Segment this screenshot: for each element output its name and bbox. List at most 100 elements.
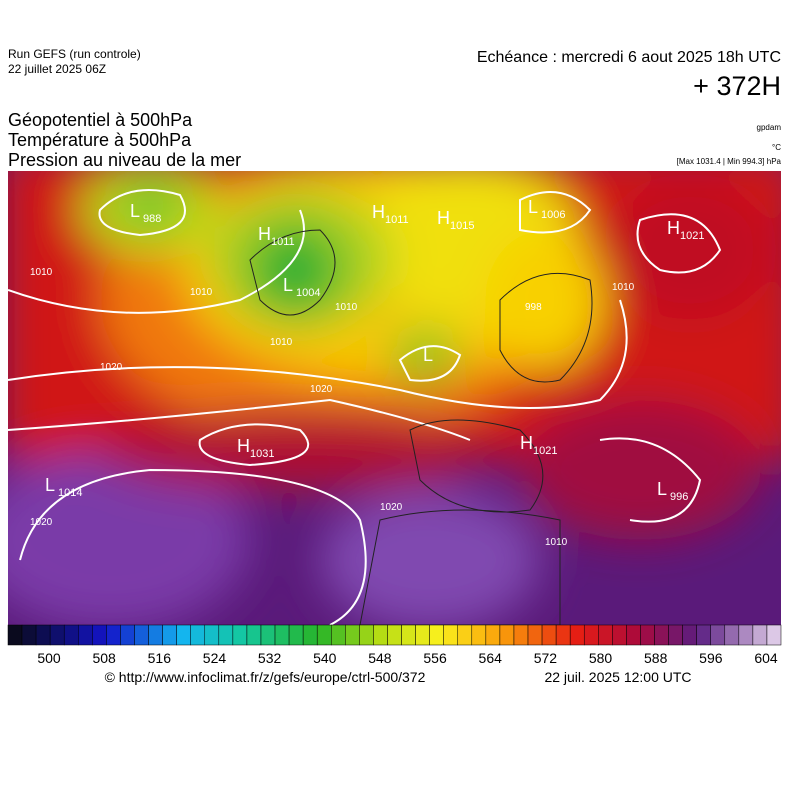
center-letter: H [667, 218, 680, 238]
colorbar-label: 532 [258, 650, 282, 666]
colorbar-label: 556 [423, 650, 447, 666]
colorbar-swatch [373, 624, 388, 646]
colorbar-swatch [63, 624, 79, 646]
colorbar-swatch [752, 624, 768, 646]
colorbar-swatch [387, 624, 402, 646]
colorbar-swatch [232, 624, 248, 646]
center-letter: L [130, 201, 140, 221]
colorbar-swatch [429, 624, 444, 646]
colorbar-swatch [246, 624, 262, 646]
colorbar-swatch [682, 624, 697, 646]
colorbar-label: 500 [37, 650, 61, 666]
colorbar-label: 548 [368, 650, 392, 666]
center-value: 1011 [271, 236, 295, 248]
isobar-label: 998 [525, 302, 542, 313]
source: © http://www.infoclimat.fr/z/gefs/europe… [105, 669, 426, 685]
colorbar-label: 604 [754, 650, 778, 666]
isobar-label: 1020 [310, 384, 333, 395]
colorbar-label: 516 [148, 650, 172, 666]
colorbar-swatch [106, 624, 121, 646]
colorbar-swatch [92, 624, 107, 646]
unit: gpdam [757, 123, 782, 132]
colorbar-label: 572 [534, 650, 558, 666]
colorbar-swatch [626, 624, 641, 646]
colorbar-swatch [457, 624, 473, 646]
center-letter: L [657, 479, 667, 499]
colorbar-swatch [612, 624, 627, 646]
center-letter: L [528, 197, 538, 217]
colorbar-swatch [527, 624, 543, 646]
colorbar-swatch [148, 624, 163, 646]
colorbar-swatch [260, 624, 276, 646]
colorbar-swatch [120, 624, 135, 646]
unit: [Max 1031.4 | Min 994.3] hPa [677, 157, 782, 166]
colorbar-swatch [555, 624, 571, 646]
colorbar-swatch [513, 624, 529, 646]
colorbar-swatch [35, 624, 51, 646]
colorbar-label: 540 [313, 650, 337, 666]
issued: 22 juil. 2025 12:00 UTC [544, 669, 691, 685]
colorbar-swatch [78, 624, 93, 646]
colorbar-label: 580 [589, 650, 613, 666]
center-letter: H [520, 433, 533, 453]
colorbar-swatch [640, 624, 655, 646]
isobar-label: 1020 [380, 502, 403, 513]
center-value: 1015 [450, 220, 474, 232]
center-letter: H [237, 436, 250, 456]
isobar-label: 1010 [190, 287, 213, 298]
colorbar-swatch [766, 624, 782, 646]
center-letter: H [437, 208, 450, 228]
center-value: 996 [670, 491, 688, 503]
valid-time: Echéance : mercredi 6 aout 2025 18h UTC [477, 49, 781, 66]
colorbar-swatch [471, 624, 487, 646]
colorbar-swatch [401, 624, 416, 646]
colorbar-swatch [598, 624, 613, 646]
center-letter: H [372, 202, 385, 222]
colorbar-swatch [134, 624, 149, 646]
lead-time: + 372H [693, 71, 781, 101]
colorbar-swatch [499, 624, 515, 646]
isobar-label: 1020 [100, 362, 123, 373]
colorbar-swatch [204, 624, 220, 646]
center-letter: H [258, 224, 271, 244]
center-value: 1011 [385, 214, 409, 226]
layer: Pression au niveau de la mer [8, 150, 241, 170]
colorbar-label: 588 [644, 650, 668, 666]
colorbar-swatch [415, 624, 430, 646]
isobar-label: 1010 [335, 302, 358, 313]
colorbar-swatch [668, 624, 683, 646]
colorbar-swatch [190, 624, 206, 646]
center-letter: L [45, 475, 55, 495]
center-value: 1031 [250, 448, 274, 460]
colorbar-swatch [359, 624, 374, 646]
unit: °C [772, 143, 781, 152]
colorbar-swatch [654, 624, 669, 646]
isobar-label: 1010 [30, 267, 53, 278]
isobar-label: 1010 [545, 537, 568, 548]
colorbar-swatch [724, 624, 740, 646]
colorbar-label: 524 [203, 650, 227, 666]
run: Run GEFS (run controle) [8, 47, 141, 61]
colorbar-swatch [21, 624, 37, 646]
center-value: 1014 [58, 487, 82, 499]
colorbar-label: 596 [699, 650, 723, 666]
isobar-label: 1010 [270, 337, 293, 348]
colorbar-swatch [443, 624, 458, 646]
isobars [8, 189, 722, 625]
layer: Température à 500hPa [8, 130, 192, 150]
center-letter: L [423, 345, 433, 365]
center-value: 988 [143, 213, 161, 225]
colorbar-swatch [541, 624, 557, 646]
colorbar-swatch [162, 624, 177, 646]
colorbar-swatch [738, 624, 754, 646]
center-letter: L [283, 275, 293, 295]
isobar-label: 1010 [612, 282, 635, 293]
colorbar-swatch [274, 624, 290, 646]
colorbar-swatch [49, 624, 65, 646]
colorbar-swatch [583, 624, 599, 646]
colorbar-swatch [710, 624, 726, 646]
center-value: 1021 [680, 230, 704, 242]
colorbar-swatch [302, 624, 318, 646]
colorbar-label: 508 [92, 650, 116, 666]
